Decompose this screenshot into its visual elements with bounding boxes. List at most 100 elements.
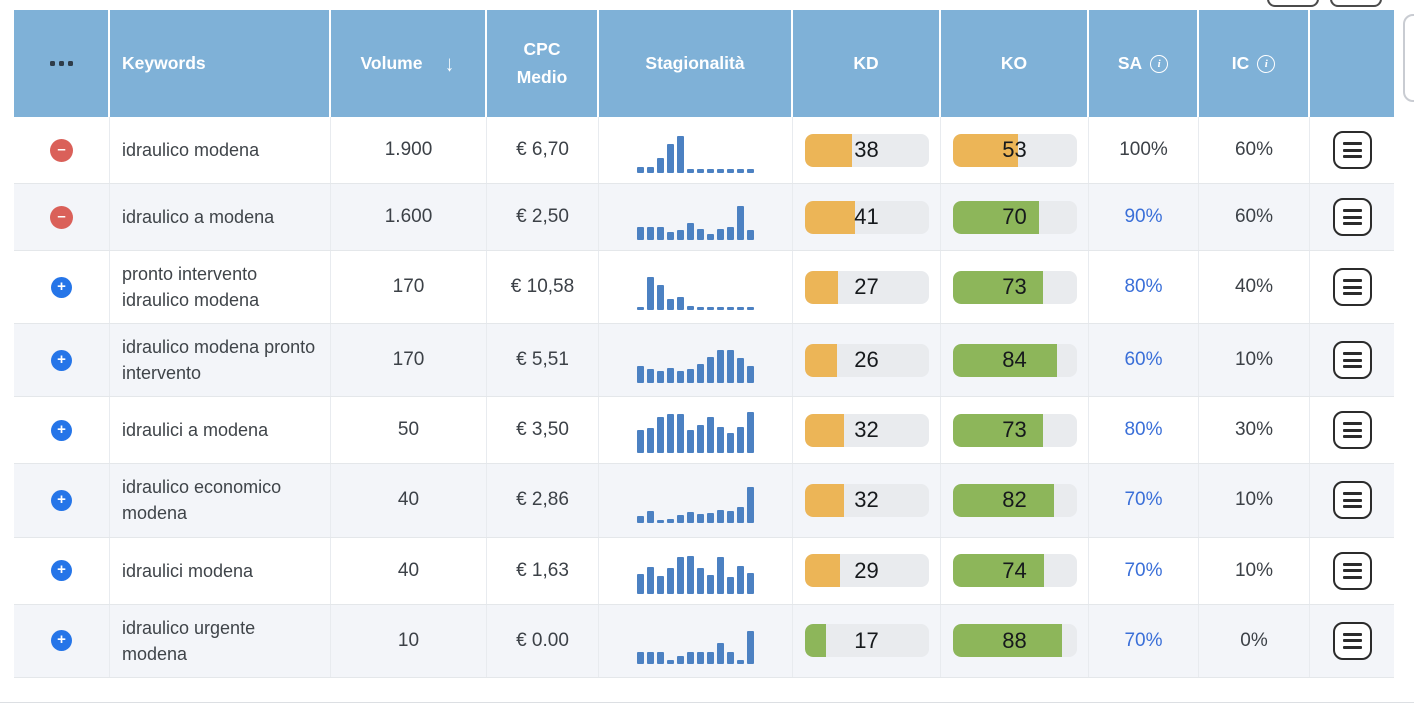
seasonality-bar [686, 430, 694, 454]
row-menu-button[interactable] [1332, 131, 1372, 169]
row-menu-button[interactable] [1332, 411, 1372, 450]
partial-toolbar-button-2[interactable] [1330, 0, 1382, 7]
sa-value[interactable]: 80% [1124, 276, 1163, 298]
info-icon[interactable]: i [1150, 54, 1169, 73]
menu-cell [1310, 184, 1394, 250]
keyword-text[interactable]: pronto intervento idraulico modena [122, 264, 260, 311]
seasonality-bar [737, 357, 745, 384]
seasonality-bar [696, 514, 705, 524]
seasonality-bar [656, 652, 664, 664]
seasonality-bar [676, 515, 684, 524]
ko-pill: 73 [952, 270, 1077, 304]
remove-keyword-button[interactable]: – [50, 138, 73, 162]
row-action-cell: – [14, 117, 110, 183]
remove-keyword-button[interactable]: – [50, 205, 73, 229]
cpc-cell: € 5,51 [487, 324, 599, 397]
kd-cell: 27 [793, 251, 941, 324]
header-sa[interactable]: SA i [1089, 10, 1199, 117]
sort-descending-icon[interactable]: ↓ [445, 50, 455, 76]
kd-fill [804, 200, 856, 234]
seasonality-cell [599, 397, 793, 464]
ko-cell: 73 [941, 397, 1089, 464]
kd-fill [804, 554, 841, 588]
row-menu-button[interactable] [1332, 551, 1372, 590]
seasonality-chart [636, 477, 755, 524]
ic-value: 10% [1234, 489, 1274, 511]
volume-cell: 1.900 [331, 117, 487, 183]
ko-pill: 70 [952, 200, 1077, 234]
seasonality-bar [747, 411, 755, 454]
seasonality-bar [656, 416, 664, 454]
seasonality-bar [646, 510, 654, 524]
header-kd[interactable]: KD [793, 10, 941, 117]
keyword-text[interactable]: idraulico economico modena [122, 477, 282, 524]
cpc-cell: € 3,50 [487, 397, 599, 464]
ko-cell: 82 [941, 464, 1089, 537]
sa-value[interactable]: 70% [1124, 559, 1163, 581]
keyword-text[interactable]: idraulico modena pronto intervento [122, 337, 316, 384]
table-row: + pronto intervento idraulico modena 170… [14, 251, 1394, 325]
sa-value: 100% [1119, 139, 1168, 160]
keyword-text[interactable]: idraulico a modena [122, 206, 275, 227]
row-menu-button[interactable] [1332, 341, 1372, 380]
add-keyword-button[interactable]: + [51, 489, 72, 511]
header-ic[interactable]: IC i [1199, 10, 1310, 117]
sa-value[interactable]: 80% [1124, 419, 1163, 441]
header-cpc-label: CPC Medio [516, 39, 568, 87]
partial-toolbar-button-1[interactable] [1267, 0, 1319, 7]
keyword-text[interactable]: idraulico modena [122, 139, 260, 160]
add-keyword-button[interactable]: + [51, 419, 72, 441]
keyword-cell: idraulico modena [110, 117, 331, 183]
ic-value: 0% [1240, 629, 1268, 651]
row-menu-button[interactable] [1332, 621, 1372, 660]
kd-cell: 29 [793, 537, 941, 604]
seasonality-bar [656, 371, 664, 384]
header-keywords[interactable]: Keywords [110, 10, 331, 117]
header-ko[interactable]: KO [941, 10, 1089, 117]
row-menu-button[interactable] [1332, 268, 1372, 307]
seasonality-bar [707, 306, 715, 311]
add-keyword-button[interactable]: + [51, 276, 72, 298]
ic-cell: 10% [1199, 464, 1310, 537]
add-keyword-button[interactable]: + [51, 560, 72, 582]
add-keyword-button[interactable]: + [51, 349, 72, 371]
toggle-glyph: + [57, 561, 66, 579]
menu-cell [1310, 397, 1394, 463]
keyword-cell: idraulico urgente modena [110, 604, 331, 677]
seasonality-bar [727, 510, 735, 524]
info-icon[interactable]: i [1257, 54, 1276, 73]
header-cpc[interactable]: CPC Medio [487, 10, 599, 117]
volume-cell: 1.600 [331, 184, 487, 250]
sa-value[interactable]: 90% [1124, 206, 1163, 227]
table-row: + idraulico economico modena 40 € 2,86 3… [14, 464, 1394, 538]
keyword-text[interactable]: idraulici a modena [122, 420, 269, 441]
seasonality-chart [636, 127, 755, 173]
seasonality-bar [686, 511, 694, 524]
seasonality-bar [686, 168, 694, 173]
header-bulk-menu[interactable] [14, 10, 110, 117]
seasonality-bar [646, 566, 654, 594]
keyword-text[interactable]: idraulici modena [122, 560, 254, 581]
sa-value[interactable]: 70% [1124, 489, 1163, 511]
seasonality-bar [696, 424, 705, 454]
seasonality-bar [727, 577, 735, 594]
seasonality-bar [636, 227, 644, 240]
ic-cell: 60% [1199, 117, 1310, 183]
row-menu-button[interactable] [1332, 198, 1372, 236]
seasonality-bar [747, 486, 755, 524]
row-menu-button[interactable] [1332, 481, 1372, 520]
header-seasonality[interactable]: Stagionalità [599, 10, 793, 117]
volume-value: 1.900 [384, 139, 433, 160]
ko-cell: 74 [941, 537, 1089, 604]
sa-value[interactable]: 70% [1124, 629, 1163, 651]
ko-pill: 74 [952, 554, 1077, 588]
kd-pill: 41 [804, 200, 929, 234]
cpc-value: € 5,51 [516, 349, 569, 371]
header-volume[interactable]: Volume ↓ [331, 10, 487, 117]
seasonality-cell [599, 251, 793, 324]
sa-value[interactable]: 60% [1124, 349, 1163, 371]
keyword-text[interactable]: idraulico urgente modena [122, 617, 256, 664]
add-keyword-button[interactable]: + [51, 630, 72, 652]
row-action-cell: + [14, 464, 110, 537]
kd-value: 32 [854, 417, 879, 443]
